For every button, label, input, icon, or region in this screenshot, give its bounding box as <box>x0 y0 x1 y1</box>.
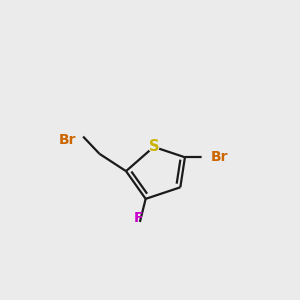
Circle shape <box>202 152 214 163</box>
Text: F: F <box>134 212 143 225</box>
Text: Br: Br <box>210 150 228 164</box>
Circle shape <box>135 222 143 231</box>
Text: Br: Br <box>59 133 76 147</box>
Text: S: S <box>148 140 159 154</box>
Circle shape <box>149 142 159 152</box>
Circle shape <box>73 126 85 138</box>
